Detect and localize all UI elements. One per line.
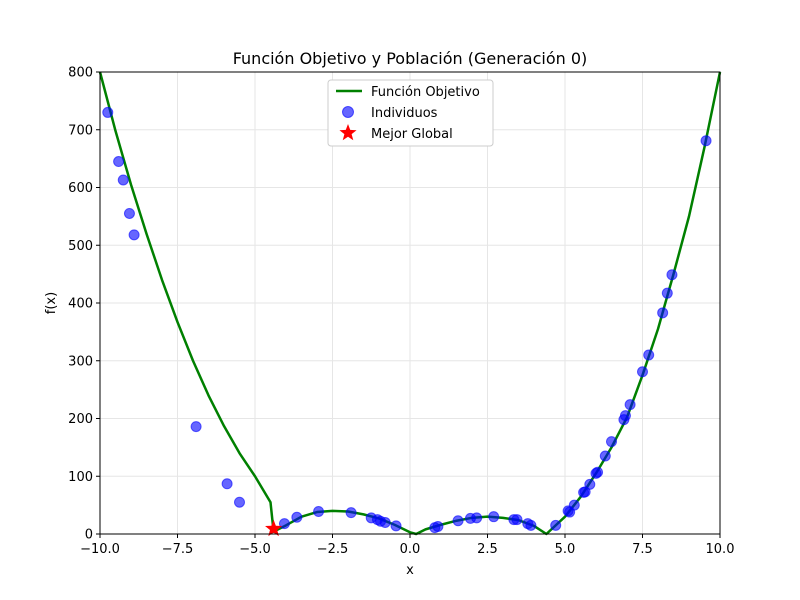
y-tick-label-5: 500 — [68, 239, 93, 254]
individual-point-4 — [128, 229, 140, 241]
best-global-star — [265, 519, 283, 537]
objective-curve-layer — [98, 71, 722, 536]
x-tick-label-4: 0.0 — [400, 542, 421, 557]
x-tick-label-3: −2.5 — [317, 542, 349, 557]
chart-title: Función Objetivo y Población (Generación… — [233, 49, 588, 68]
individual-point-44 — [661, 287, 673, 299]
y-tick-label-7: 700 — [68, 123, 93, 138]
legend-box — [327, 79, 494, 147]
individual-point-27 — [550, 519, 562, 531]
y-tick-label-8: 800 — [68, 66, 93, 81]
individual-point-35 — [592, 466, 604, 478]
x-tick-label-6: 5.0 — [555, 542, 576, 557]
individual-point-11 — [345, 507, 357, 519]
individual-point-39 — [619, 410, 631, 422]
individual-point-43 — [657, 307, 669, 319]
individual-point-41 — [637, 366, 648, 378]
x-tick-label-2: −5.0 — [239, 542, 271, 557]
individual-point-19 — [452, 515, 464, 527]
individual-point-9 — [291, 511, 303, 523]
individual-point-45 — [666, 269, 678, 281]
individual-point-22 — [488, 511, 500, 523]
individual-point-7 — [234, 496, 245, 508]
individual-point-10 — [313, 505, 325, 517]
legend-individuals-swatch — [342, 106, 354, 118]
individual-point-15 — [379, 516, 391, 528]
y-tick-label-4: 400 — [68, 297, 93, 312]
individual-point-18 — [432, 520, 444, 532]
x-tick-label-0: −10.0 — [80, 542, 120, 557]
y-tick-label-6: 600 — [68, 181, 93, 196]
x-axis-label: x — [406, 563, 414, 578]
x-tick-label-1: −7.5 — [162, 542, 194, 557]
individual-point-3 — [123, 207, 135, 219]
individuals-layer — [102, 106, 712, 534]
x-axis: −10.0 −7.5 −5.0 −2.5 0.0 2.5 5.0 7.5 10.0 — [80, 534, 734, 557]
individual-point-1 — [113, 156, 125, 168]
individual-point-40 — [624, 399, 636, 411]
objective-curve — [98, 71, 722, 536]
individual-point-46 — [700, 135, 712, 147]
y-axis-label: f(x) — [44, 292, 59, 314]
individual-point-42 — [643, 349, 655, 361]
individual-point-2 — [117, 174, 129, 186]
x-tick-label-8: 10.0 — [706, 542, 735, 557]
individual-point-5 — [190, 421, 202, 433]
legend-individuals-label: Individuos — [371, 106, 438, 121]
legend: Función Objetivo Individuos Mejor Global — [327, 79, 494, 147]
legend-objective-label: Función Objetivo — [371, 85, 480, 100]
individual-point-30 — [568, 499, 580, 511]
legend-best-swatch — [339, 124, 357, 141]
individual-point-37 — [606, 436, 617, 448]
y-tick-label-1: 100 — [68, 470, 93, 485]
individual-point-24 — [511, 514, 523, 526]
y-axis: 0 100 200 300 400 500 600 700 800 — [68, 66, 100, 543]
individual-point-8 — [278, 518, 290, 530]
x-tick-label-7: 7.5 — [632, 542, 653, 557]
individual-point-26 — [525, 519, 537, 531]
best-layer — [265, 519, 283, 537]
legend-best-label: Mejor Global — [371, 127, 453, 142]
individual-point-21 — [471, 512, 483, 524]
individual-point-6 — [221, 478, 233, 490]
individual-point-36 — [599, 450, 611, 462]
x-tick-label-5: 2.5 — [477, 542, 498, 557]
y-tick-label-2: 200 — [68, 412, 93, 427]
y-tick-label-3: 300 — [68, 354, 93, 369]
y-tick-label-0: 0 — [85, 528, 93, 543]
individual-point-33 — [584, 478, 596, 490]
individual-point-0 — [102, 106, 114, 118]
individual-point-16 — [390, 520, 402, 532]
